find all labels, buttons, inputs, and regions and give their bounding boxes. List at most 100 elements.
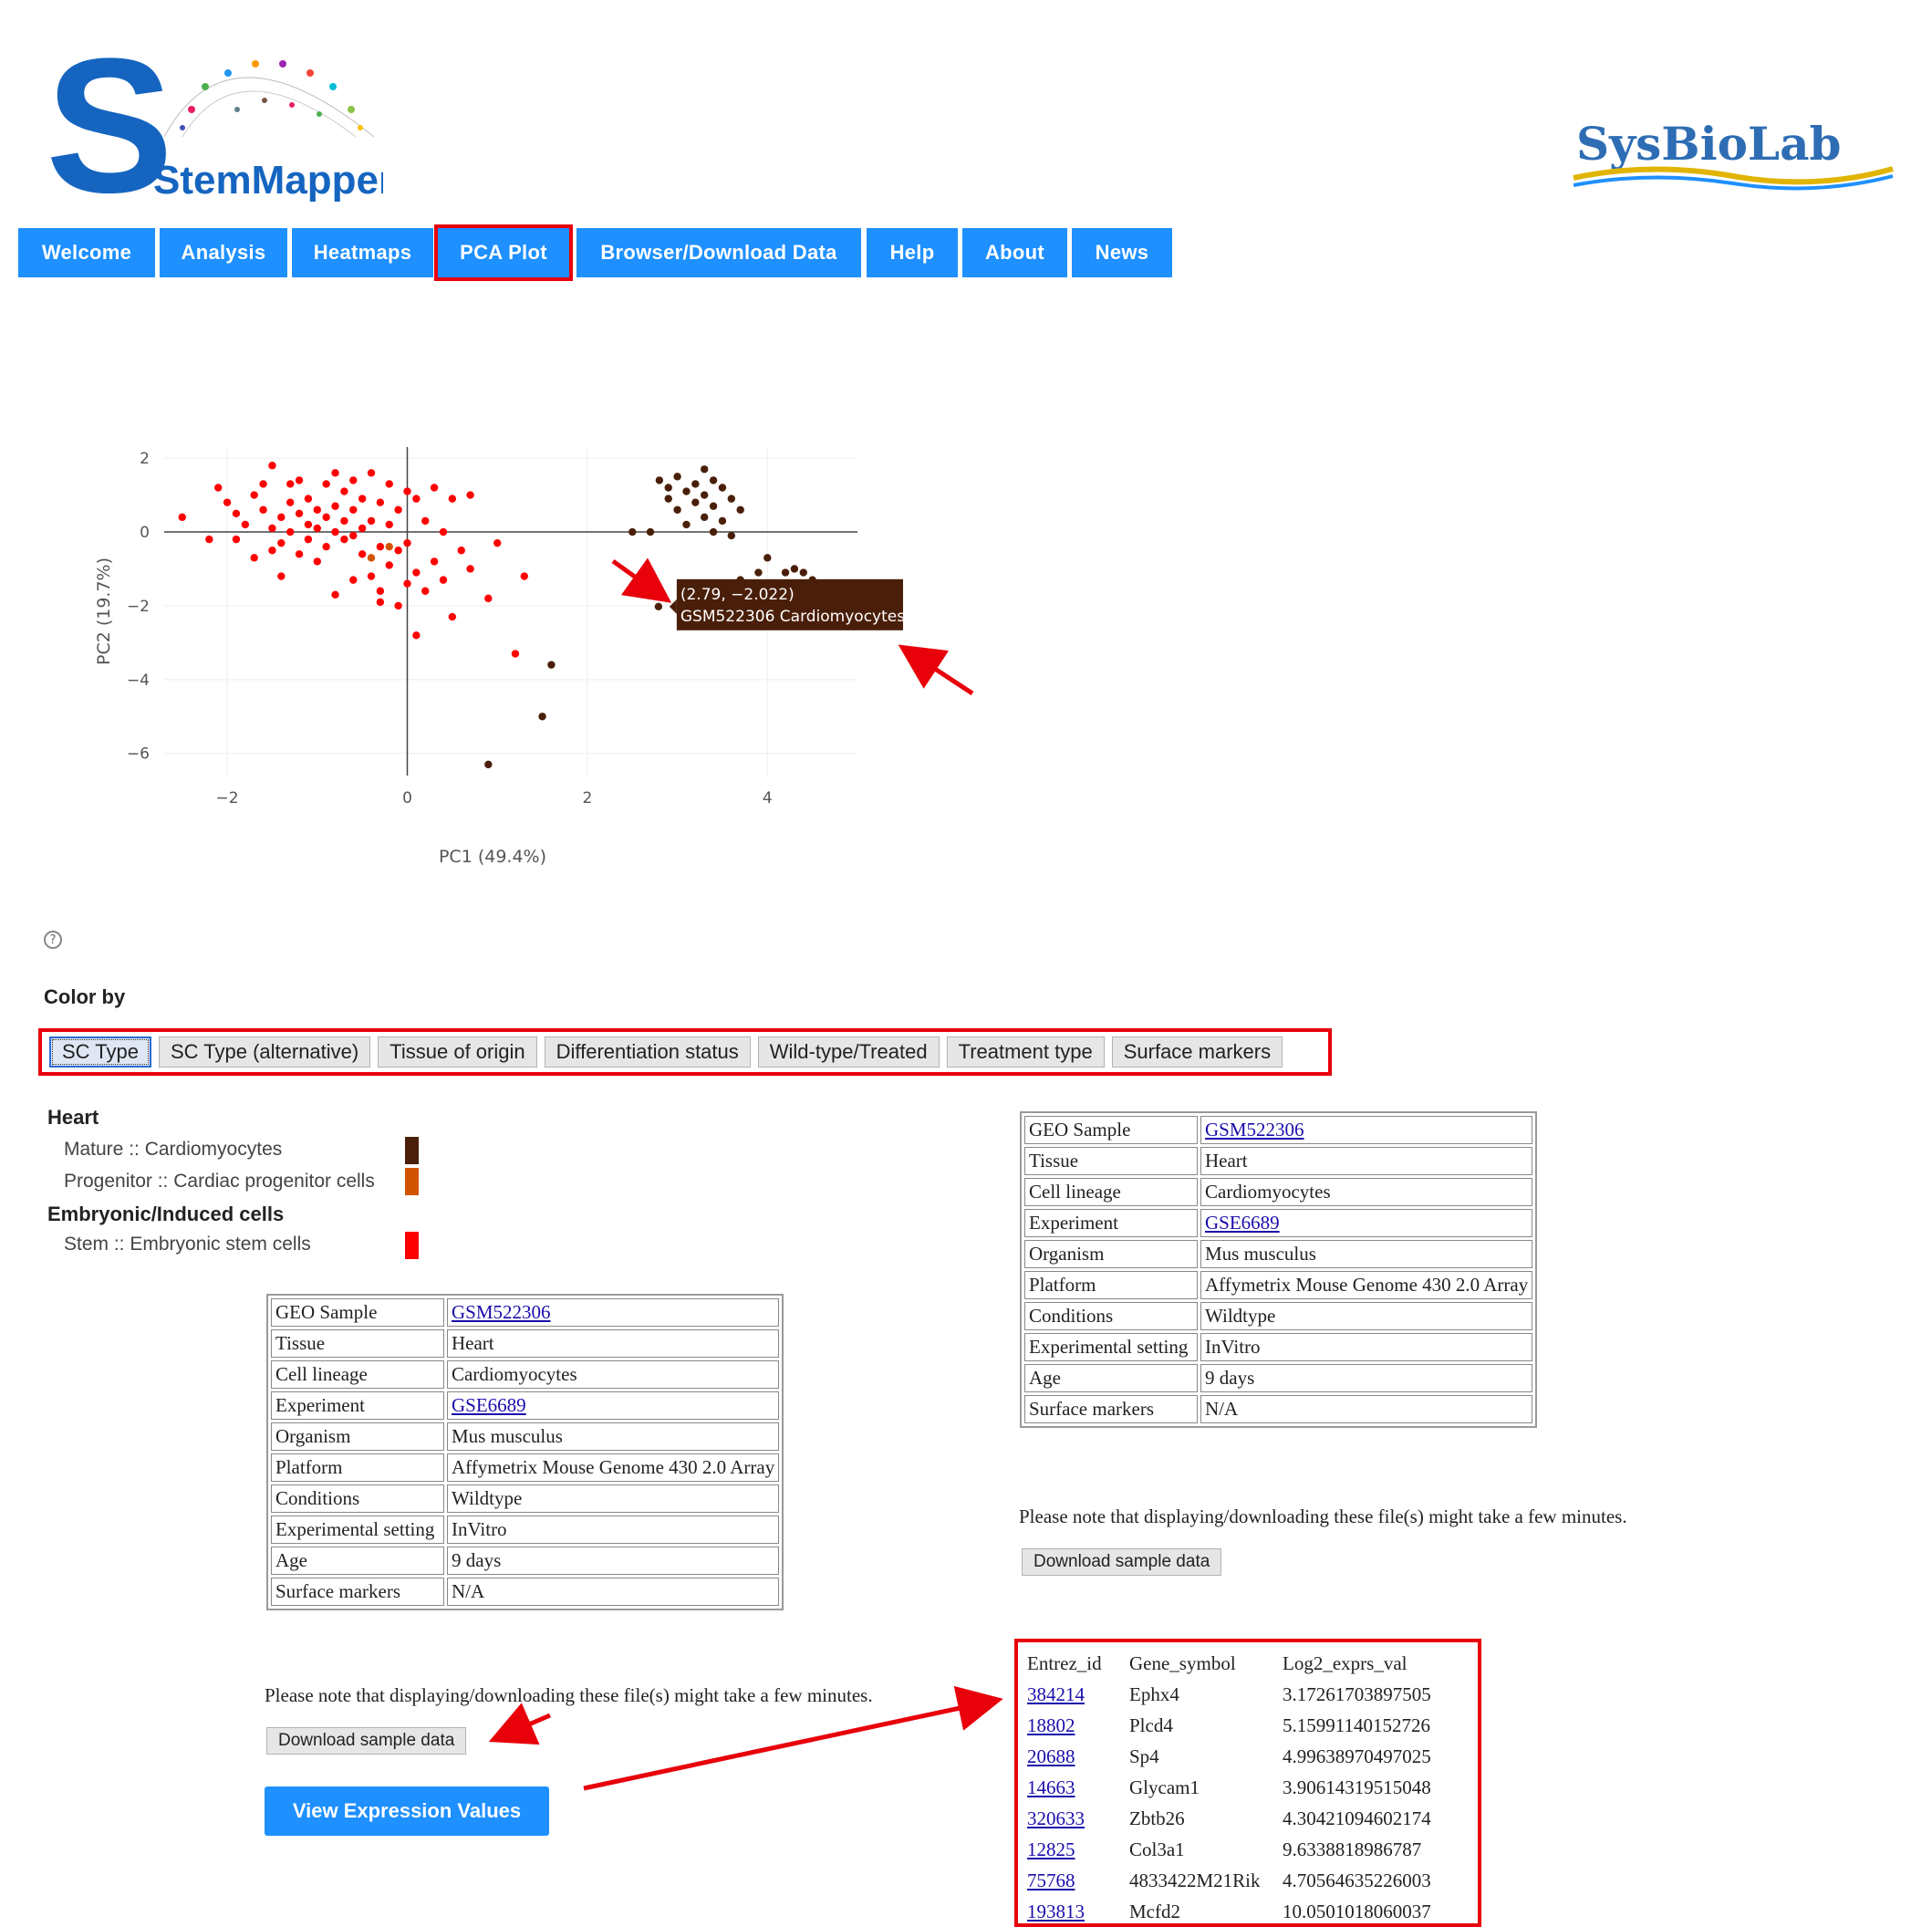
data-point[interactable]: [367, 469, 376, 477]
data-point[interactable]: [313, 524, 321, 533]
data-point[interactable]: [277, 513, 286, 522]
download-sample-button[interactable]: Download sample data: [266, 1727, 467, 1755]
data-point[interactable]: [727, 531, 736, 540]
data-point[interactable]: [448, 495, 457, 503]
data-point[interactable]: [421, 587, 430, 595]
data-point[interactable]: [547, 661, 556, 669]
data-point[interactable]: [376, 587, 385, 595]
data-point[interactable]: [304, 495, 313, 503]
data-point[interactable]: [493, 538, 502, 547]
data-point[interactable]: [268, 524, 276, 533]
colorby-differentiation-button[interactable]: Differentiation status: [544, 1036, 751, 1068]
data-point[interactable]: [259, 505, 267, 514]
data-point[interactable]: [322, 513, 330, 522]
data-point[interactable]: [709, 502, 718, 510]
data-point[interactable]: [331, 469, 339, 477]
data-point[interactable]: [457, 547, 465, 555]
data-point[interactable]: [448, 612, 457, 621]
data-point[interactable]: [682, 520, 691, 529]
entrez-link[interactable]: 14663: [1027, 1776, 1075, 1798]
data-point[interactable]: [691, 480, 700, 488]
entrez-link[interactable]: 320633: [1027, 1807, 1085, 1829]
data-point[interactable]: [250, 554, 258, 562]
data-point[interactable]: [367, 554, 376, 562]
data-point[interactable]: [286, 527, 295, 536]
data-point[interactable]: [268, 547, 276, 555]
nav-pca-plot[interactable]: PCA Plot: [434, 224, 573, 281]
data-point[interactable]: [430, 557, 439, 566]
data-point[interactable]: [331, 590, 339, 599]
nav-welcome[interactable]: Welcome: [18, 228, 155, 277]
data-point[interactable]: [322, 480, 330, 488]
colorby-treatment-button[interactable]: Treatment type: [946, 1036, 1105, 1068]
data-point[interactable]: [349, 476, 358, 484]
data-point[interactable]: [385, 561, 393, 569]
colorby-sc-type-button[interactable]: SC Type: [49, 1036, 151, 1068]
data-point[interactable]: [718, 484, 727, 492]
data-point[interactable]: [331, 502, 339, 510]
stemmapper-logo[interactable]: S StemMapper: [46, 36, 383, 210]
nav-browser-download[interactable]: Browser/Download Data: [576, 228, 861, 277]
entrez-link[interactable]: 384214: [1027, 1682, 1085, 1705]
colorby-tissue-button[interactable]: Tissue of origin: [378, 1036, 537, 1068]
data-point[interactable]: [781, 568, 790, 577]
data-point[interactable]: [654, 602, 663, 611]
data-point[interactable]: [385, 520, 393, 529]
data-point[interactable]: [376, 543, 385, 551]
data-point[interactable]: [340, 487, 348, 495]
data-point[interactable]: [277, 538, 286, 547]
data-point[interactable]: [664, 495, 672, 503]
data-point[interactable]: [304, 535, 313, 544]
data-point[interactable]: [691, 498, 700, 506]
view-expression-button[interactable]: View Expression Values: [265, 1786, 549, 1836]
data-point[interactable]: [367, 516, 376, 526]
data-point[interactable]: [349, 531, 358, 540]
data-point[interactable]: [754, 568, 763, 577]
data-point[interactable]: [439, 527, 448, 536]
data-point[interactable]: [322, 543, 330, 551]
data-point[interactable]: [763, 554, 772, 562]
data-point[interactable]: [655, 476, 664, 484]
pca-plot[interactable]: −2 0 2 4 2 0 −2 −4 −6 PC1 (49.4%) PC2 (19.7%) (2.79…: [82, 429, 903, 876]
data-point[interactable]: [295, 550, 304, 558]
data-point[interactable]: [394, 505, 402, 514]
data-point[interactable]: [340, 535, 348, 544]
data-point[interactable]: [286, 480, 295, 488]
data-point[interactable]: [349, 505, 358, 514]
data-point[interactable]: [214, 484, 223, 492]
data-point[interactable]: [701, 465, 709, 474]
data-point[interactable]: [277, 572, 286, 580]
data-point[interactable]: [250, 491, 258, 499]
data-point[interactable]: [709, 476, 718, 484]
colorby-sc-type-alt-button[interactable]: SC Type (alternative): [158, 1036, 371, 1068]
entrez-link[interactable]: 75768: [1027, 1869, 1075, 1891]
data-point[interactable]: [367, 572, 376, 580]
data-point[interactable]: [232, 509, 241, 518]
data-point[interactable]: [736, 505, 744, 514]
data-point[interactable]: [701, 513, 709, 522]
data-point[interactable]: [511, 650, 520, 658]
data-point[interactable]: [421, 516, 430, 526]
data-point[interactable]: [304, 520, 313, 529]
data-point[interactable]: [313, 505, 321, 514]
nav-news[interactable]: News: [1072, 228, 1172, 277]
data-point[interactable]: [799, 568, 807, 577]
nav-analysis[interactable]: Analysis: [160, 228, 287, 277]
data-point[interactable]: [673, 473, 681, 481]
geo-sample-link[interactable]: GSM522306: [452, 1301, 551, 1323]
data-point[interactable]: [403, 487, 411, 495]
data-point[interactable]: [385, 543, 393, 551]
nav-heatmaps[interactable]: Heatmaps: [292, 228, 433, 277]
data-point[interactable]: [709, 527, 718, 536]
data-point[interactable]: [403, 538, 411, 547]
colorby-wildtype-button[interactable]: Wild-type/Treated: [757, 1036, 940, 1068]
nav-about[interactable]: About: [962, 228, 1067, 277]
data-point[interactable]: [790, 565, 799, 573]
data-point[interactable]: [682, 487, 691, 495]
data-point[interactable]: [385, 480, 393, 488]
experiment-link[interactable]: GSE6689: [1205, 1212, 1280, 1234]
data-point[interactable]: [295, 509, 304, 518]
data-point[interactable]: [241, 520, 250, 529]
colorby-surface-markers-button[interactable]: Surface markers: [1111, 1036, 1283, 1068]
data-point[interactable]: [358, 550, 367, 558]
